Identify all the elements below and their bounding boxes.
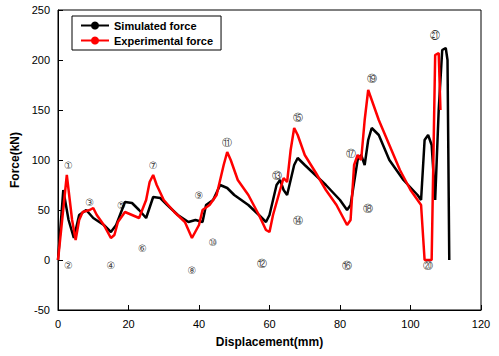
svg-text:Experimental force: Experimental force: [114, 35, 213, 47]
svg-text:⑪: ⑪: [222, 137, 232, 148]
svg-text:⑩: ⑩: [209, 237, 218, 248]
svg-text:③: ③: [85, 197, 94, 208]
svg-text:⑱: ⑱: [363, 203, 373, 214]
svg-text:⑲: ⑲: [367, 73, 377, 84]
svg-text:⑫: ⑫: [257, 258, 267, 269]
svg-text:100: 100: [32, 154, 50, 166]
svg-text:120: 120: [472, 318, 490, 330]
svg-text:20: 20: [122, 318, 134, 330]
svg-text:250: 250: [32, 4, 50, 16]
svg-text:200: 200: [32, 54, 50, 66]
svg-text:①: ①: [64, 160, 73, 171]
svg-text:⑰: ⑰: [346, 148, 356, 159]
svg-text:⑧: ⑧: [187, 265, 196, 276]
svg-text:⑳: ⑳: [423, 260, 433, 271]
svg-text:⑮: ⑮: [293, 112, 303, 123]
svg-text:40: 40: [193, 318, 205, 330]
svg-text:0: 0: [44, 254, 50, 266]
svg-text:⑬: ⑬: [272, 170, 282, 181]
svg-text:80: 80: [334, 318, 346, 330]
svg-text:150: 150: [32, 104, 50, 116]
svg-text:㉑: ㉑: [430, 30, 440, 41]
svg-text:⑦: ⑦: [149, 160, 158, 171]
svg-text:Displacement(mm): Displacement(mm): [216, 335, 323, 349]
svg-text:⑤: ⑤: [117, 200, 126, 211]
svg-text:⑭: ⑭: [293, 215, 303, 226]
svg-text:Force(kN): Force(kN): [8, 132, 22, 188]
svg-text:Simulated force: Simulated force: [114, 20, 197, 32]
svg-text:60: 60: [263, 318, 275, 330]
svg-text:-50: -50: [34, 304, 50, 316]
svg-text:⑨: ⑨: [195, 190, 204, 201]
svg-text:⑥: ⑥: [138, 243, 147, 254]
svg-text:④: ④: [106, 260, 115, 271]
svg-text:⑯: ⑯: [342, 260, 352, 271]
svg-text:②: ②: [64, 260, 73, 271]
svg-text:50: 50: [38, 204, 50, 216]
svg-text:0: 0: [55, 318, 61, 330]
svg-text:100: 100: [401, 318, 419, 330]
